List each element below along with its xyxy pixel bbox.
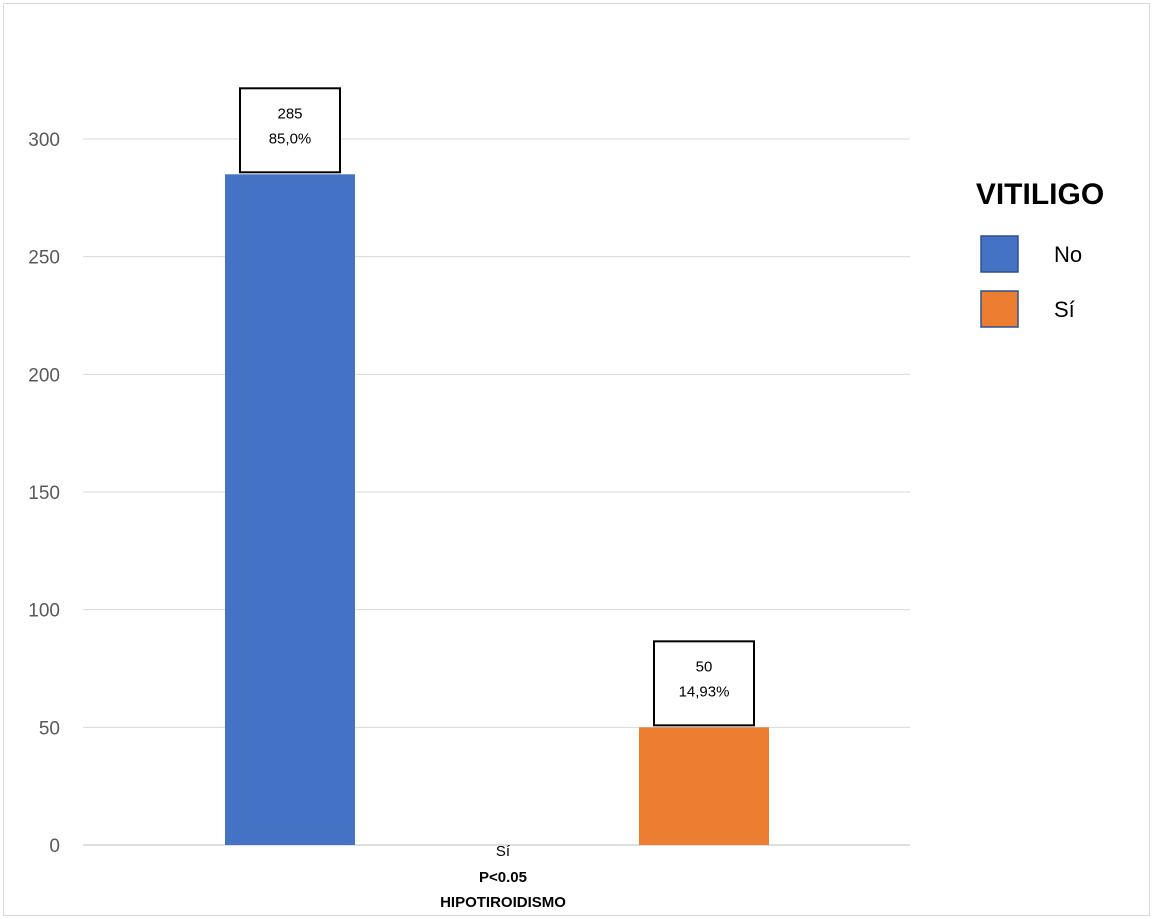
- data-label-percent: 85,0%: [269, 130, 312, 147]
- bars: [225, 174, 769, 846]
- data-labels: 285 85,0% 50 14,93%: [239, 87, 755, 727]
- y-tick-label: 250: [28, 248, 60, 269]
- legend-label: No: [1054, 242, 1082, 267]
- y-tick-label: 150: [28, 483, 60, 504]
- p-value-annotation: P<0.05: [479, 869, 527, 886]
- y-tick-label: 50: [39, 718, 60, 739]
- data-label-percent: 14,93%: [679, 683, 730, 700]
- x-axis-label: HIPOTIROIDISMO: [440, 894, 566, 911]
- category-label: Sí: [496, 843, 511, 860]
- y-tick-label: 100: [28, 601, 60, 622]
- gridlines: [83, 138, 910, 846]
- data-label-box: [653, 640, 755, 727]
- legend-swatch-no: [980, 235, 1019, 273]
- legend-title: VITILIGO: [976, 178, 1104, 211]
- y-tick-label: 200: [28, 365, 60, 386]
- bar-si: [639, 727, 769, 845]
- y-tick-label: 0: [49, 836, 60, 857]
- legend-label: Sí: [1054, 297, 1075, 322]
- legend-swatch-si: [980, 290, 1019, 328]
- legend: No Sí: [980, 235, 1082, 328]
- bar-no: [225, 174, 355, 846]
- y-tick-label: 300: [28, 130, 60, 151]
- data-label-value: 50: [696, 658, 713, 675]
- data-label-value: 285: [277, 105, 302, 122]
- chart-frame: [3, 3, 1150, 916]
- data-label-box: [239, 87, 341, 174]
- y-axis-ticks: 0 50 100 150 200 250 300: [28, 130, 60, 857]
